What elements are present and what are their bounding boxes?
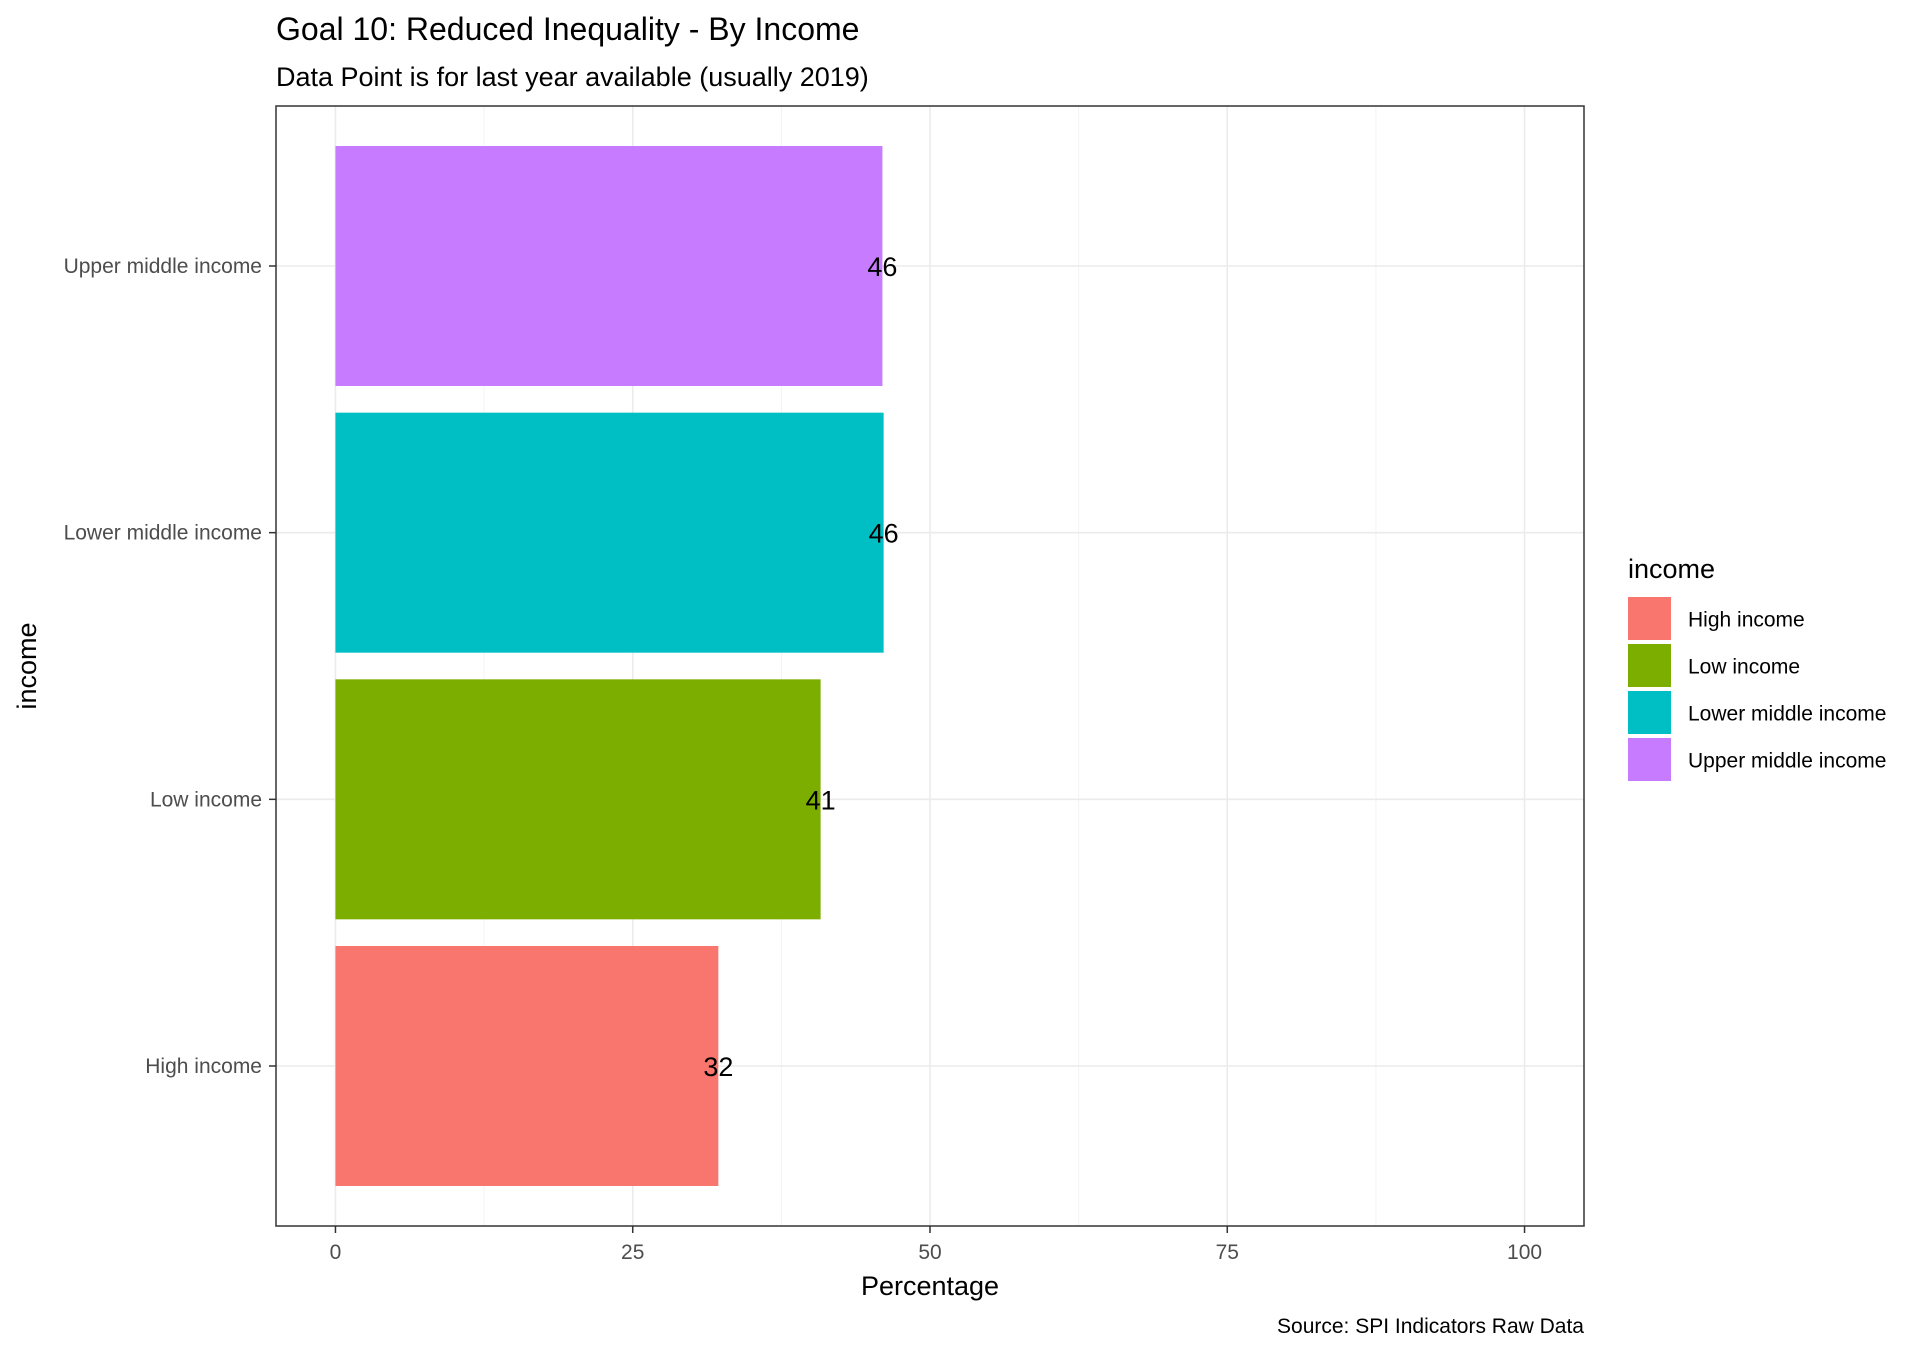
x-tick-label: 0 [330,1241,342,1264]
legend: income High income Low income Lower middle… [1628,554,1886,781]
legend-key-lower-middle-income [1628,691,1671,734]
bar-low-income [335,679,821,920]
legend-label: High income [1688,609,1805,632]
x-tick-label: 100 [1507,1241,1542,1264]
y-tick-label: Upper middle income [64,255,262,278]
x-axis-title: Percentage [861,1271,999,1301]
y-axis-title: income [12,622,42,709]
data-labels: 32 41 46 46 [703,252,898,1082]
chart-title: Goal 10: Reduced Inequality - By Income [276,11,859,47]
legend-key-high-income [1628,597,1671,640]
data-label: 32 [703,1052,733,1082]
bar-upper-middle-income [335,146,883,386]
y-tick-label: High income [145,1055,262,1078]
legend-title: income [1628,554,1715,584]
bars [335,146,884,1186]
bar-high-income [335,946,719,1186]
chart-subtitle: Data Point is for last year available (u… [276,62,869,92]
legend-key-low-income [1628,644,1671,687]
x-tick-label: 75 [1216,1241,1239,1264]
x-tick-label: 50 [918,1241,941,1264]
axes: High income Low income Lower middle income… [64,255,1543,1264]
y-tick-label: Low income [150,788,262,811]
data-label: 41 [806,785,836,815]
data-label: 46 [867,252,897,282]
legend-label: Upper middle income [1688,750,1886,773]
legend-label: Low income [1688,656,1800,679]
x-tick-label: 25 [621,1241,644,1264]
y-tick-label: Lower middle income [64,522,262,545]
legend-label: Lower middle income [1688,703,1886,726]
bar-lower-middle-income [335,412,884,653]
chart-caption: Source: SPI Indicators Raw Data [1277,1315,1584,1338]
data-label: 46 [869,519,899,549]
legend-key-upper-middle-income [1628,738,1671,781]
